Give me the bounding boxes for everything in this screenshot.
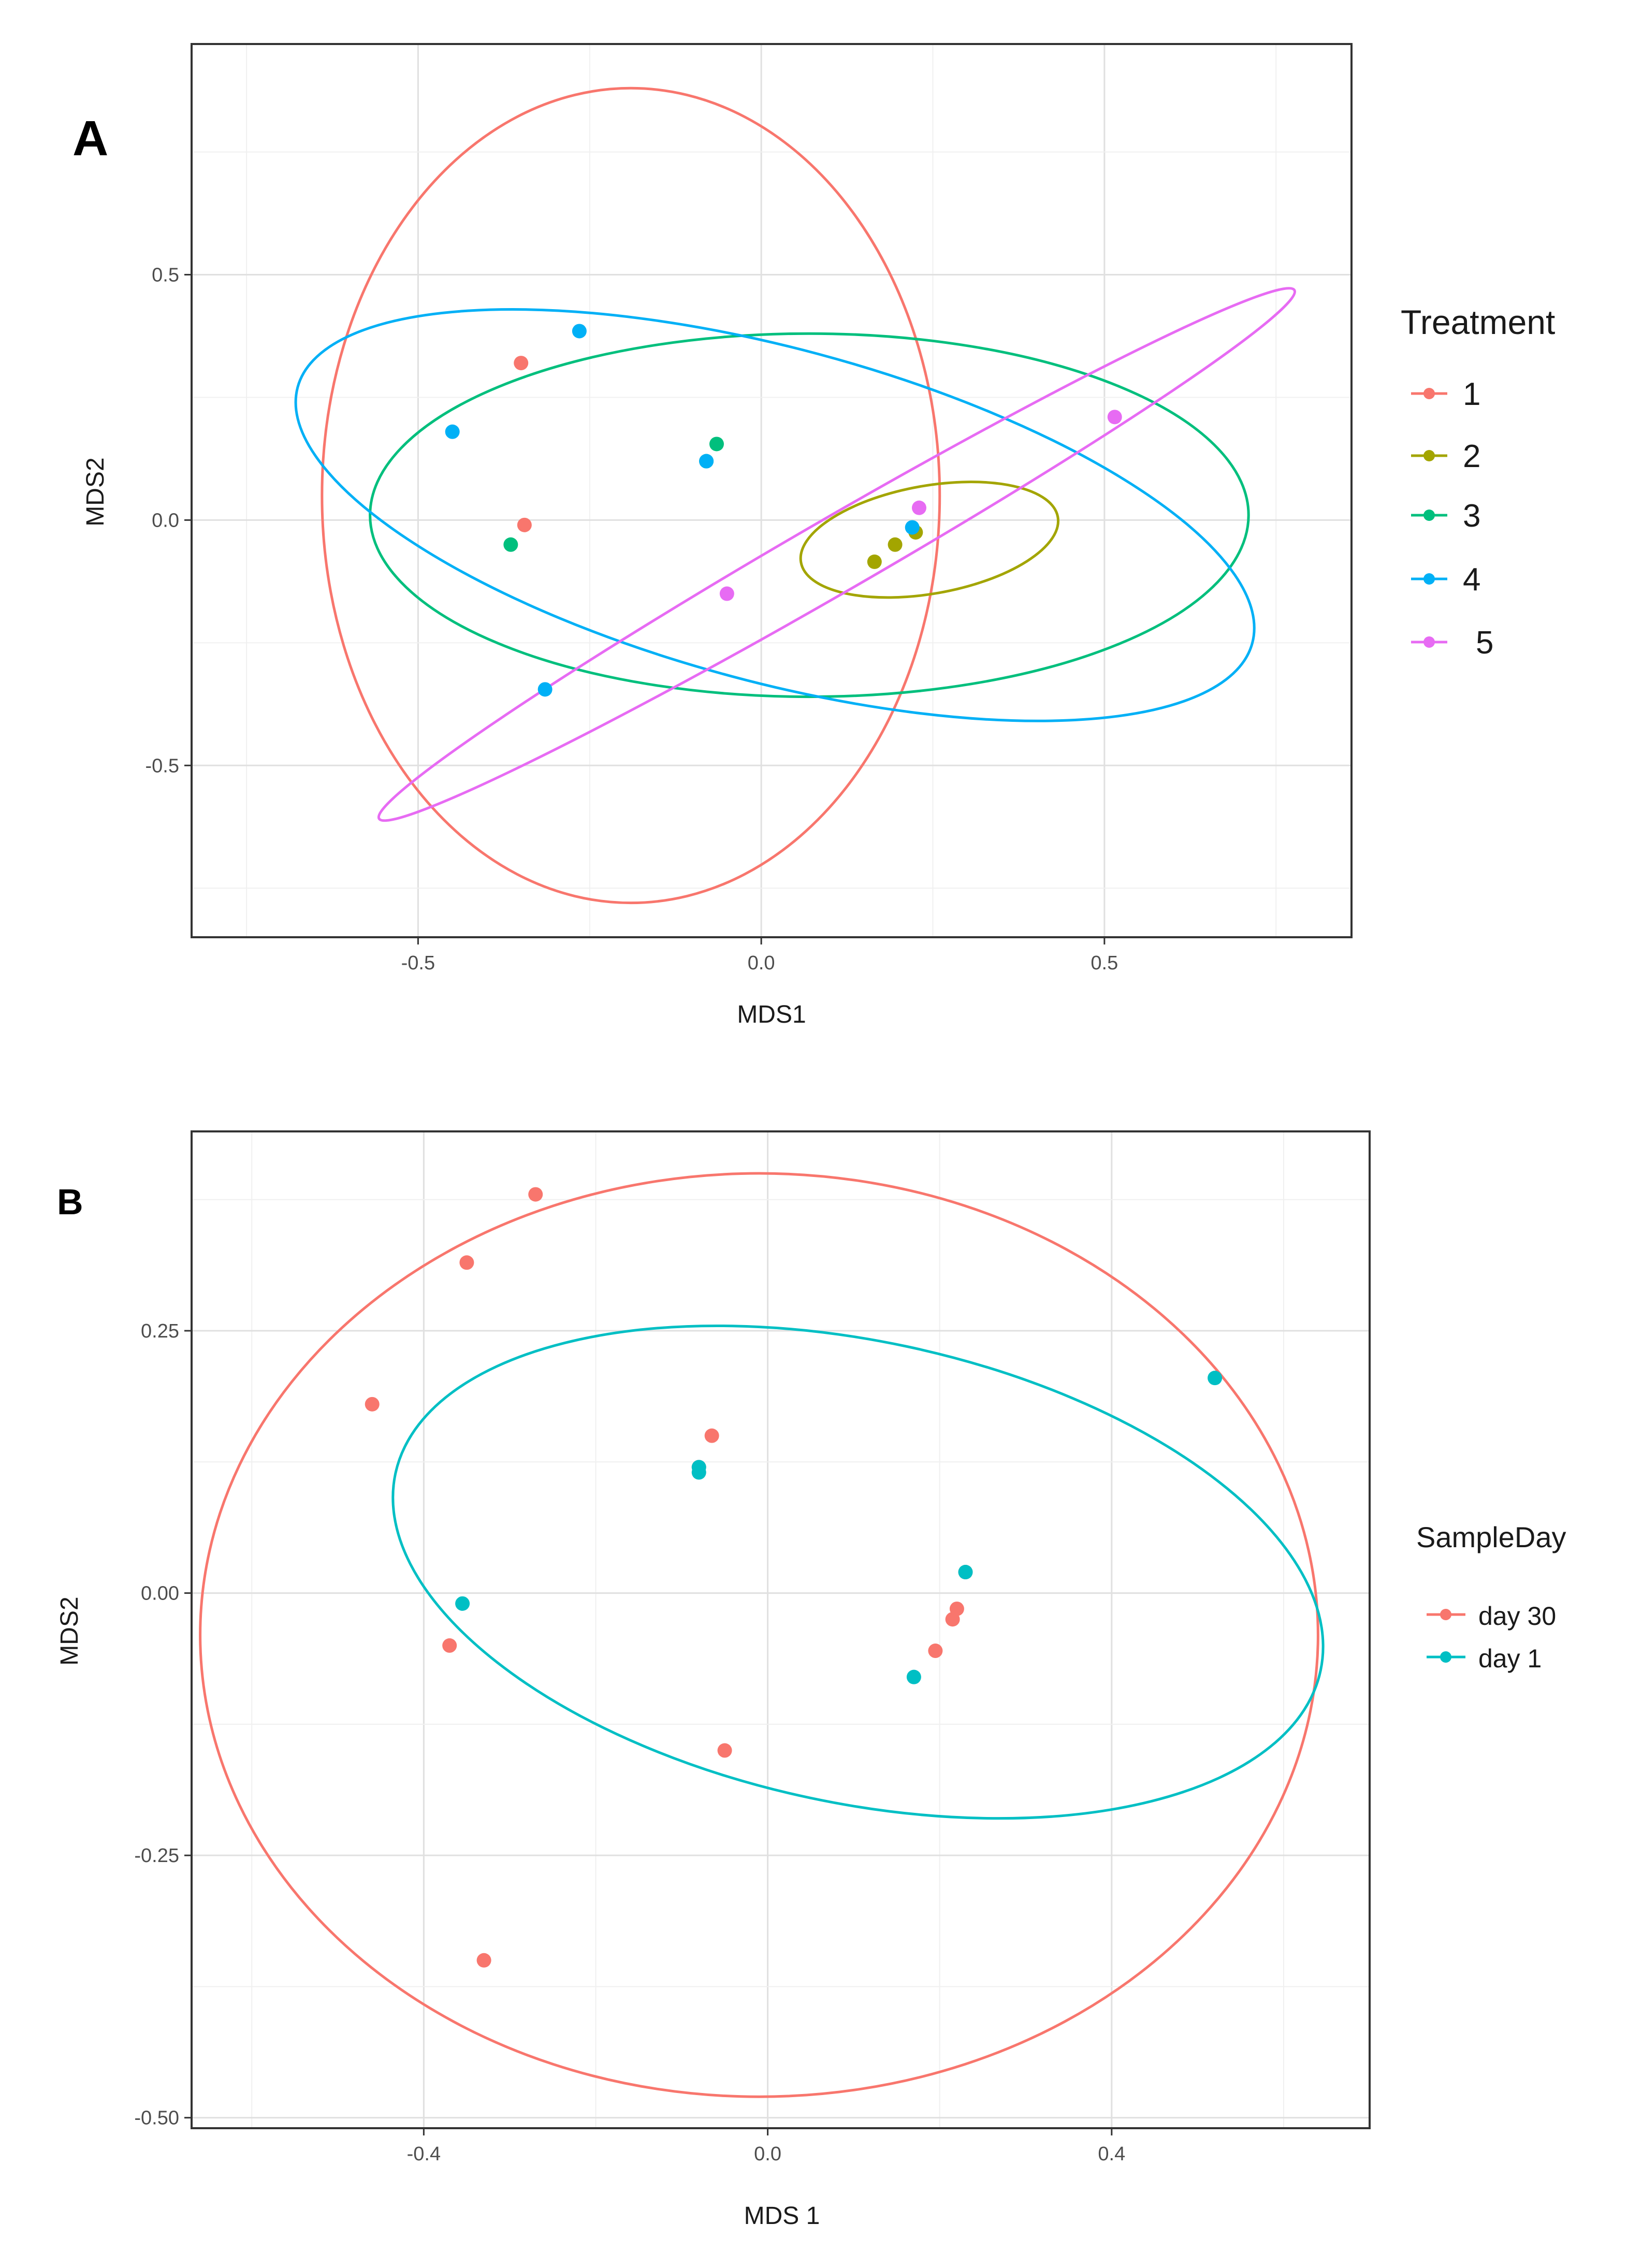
point-1-1 (517, 517, 532, 532)
panel-a-y-tick-label-2: 0.5 (152, 264, 179, 286)
point-2-1 (888, 537, 903, 552)
panel-b-y-tick-label-2: -0.25 (134, 1845, 179, 1867)
panel-b-label: B (57, 1182, 83, 1222)
legend-key-4: 4 (1411, 562, 1480, 598)
panel-b-y-tick-label-1: 0.00 (141, 1583, 179, 1605)
legend-key-2: 2 (1411, 439, 1480, 474)
point-2-0 (867, 554, 882, 569)
panel-a-x-axis: -0.5 0.0 0.5 MDS1 (401, 937, 1118, 1028)
panel-b-x-tick-label-0: -0.4 (407, 2143, 441, 2165)
panel-a-legend-title: Treatment (1401, 303, 1555, 341)
legend-label-1: 1 (1463, 376, 1480, 412)
panel-b-legend: SampleDay day 30 day 1 (1416, 1521, 1566, 1673)
legend-label-4: 4 (1463, 562, 1480, 598)
panel-b-x-axis-title: MDS 1 (744, 2202, 820, 2230)
point-3-1 (709, 437, 724, 452)
panel-b-plot-area (191, 1130, 1371, 2129)
legend-key-day-1-dot (1440, 1651, 1451, 1663)
legend-key-3: 3 (1411, 498, 1480, 534)
point-4-4 (905, 520, 920, 535)
legend-key-1: 1 (1411, 376, 1480, 412)
legend-key-5: 5 (1411, 625, 1493, 661)
point-5-0 (1107, 410, 1122, 425)
panel-b-y-axis-title: MDS2 (56, 1596, 83, 1665)
point-day-30-1 (459, 1255, 474, 1270)
panel-a-x-axis-title: MDS1 (737, 1001, 806, 1028)
panel-a-ellipses (294, 86, 1296, 905)
confidence-ellipse-3 (369, 332, 1250, 699)
point-day-30-10 (949, 1601, 964, 1616)
point-4-3 (699, 454, 714, 469)
panel-a-y-axis: -0.5 0.0 0.5 MDS2 (82, 264, 192, 777)
panel-a-x-tick-label-1: 0.0 (748, 952, 775, 974)
point-day-30-7 (476, 1953, 491, 1968)
legend-label-day-30: day 30 (1478, 1602, 1556, 1631)
panel-b-x-axis: -0.4 0.0 0.4 MDS 1 (407, 2128, 1125, 2230)
legend-key-4-dot (1423, 573, 1435, 585)
panel-b-y-tick-label-3: -0.50 (134, 2107, 179, 2129)
point-day-1-3 (906, 1669, 921, 1684)
legend-label-3: 3 (1463, 498, 1480, 534)
panel-a-plot-background (192, 44, 1352, 937)
panel-a-points (445, 324, 1122, 697)
panel-b-points (365, 1187, 1223, 1968)
confidence-ellipse-1 (321, 86, 941, 905)
panel-a: A -0.5 0.0 0.5 MDS1 -0.5 0.0 0.5 MDS2 (72, 43, 1555, 1028)
panel-a-y-tick-label-0: -0.5 (146, 755, 179, 777)
point-day-30-8 (928, 1644, 943, 1659)
legend-key-2-dot (1423, 450, 1435, 461)
point-day-30-2 (365, 1397, 380, 1412)
panel-a-border (191, 43, 1353, 938)
point-day-1-5 (1208, 1371, 1223, 1386)
legend-key-3-dot (1423, 510, 1435, 521)
point-4-2 (537, 682, 553, 697)
point-day-30-5 (442, 1638, 457, 1653)
panel-a-label: A (72, 111, 108, 166)
panel-b-border (191, 1130, 1371, 2129)
confidence-ellipse-2 (799, 481, 1060, 599)
point-day-1-0 (455, 1596, 470, 1611)
legend-key-5-dot (1423, 636, 1435, 648)
point-5-1 (911, 500, 926, 515)
panel-b: B -0.4 0.0 0.4 MDS 1 0.25 0.00 -0.25 -0. (56, 1130, 1566, 2230)
legend-label-5: 5 (1476, 625, 1493, 661)
panel-b-plot-background (192, 1131, 1370, 2128)
confidence-ellipse-day-1 (391, 1324, 1325, 1820)
panel-b-grid (192, 1131, 1370, 2128)
panel-b-y-tick-label-0: 0.25 (141, 1320, 179, 1342)
point-day-30-6 (717, 1743, 732, 1758)
legend-label-day-1: day 1 (1478, 1644, 1542, 1673)
point-day-1-2 (691, 1465, 706, 1480)
point-4-1 (445, 424, 460, 439)
point-day-30-3 (704, 1428, 719, 1443)
legend-label-2: 2 (1463, 439, 1480, 474)
point-1-0 (514, 356, 529, 371)
panel-b-ellipses (199, 1172, 1325, 2098)
panel-a-x-tick-label-0: -0.5 (401, 952, 435, 974)
confidence-ellipse-5 (377, 287, 1296, 822)
panel-b-x-tick-label-1: 0.0 (754, 2143, 781, 2165)
panel-a-plot-area (191, 43, 1353, 938)
legend-key-day-30: day 30 (1427, 1602, 1556, 1631)
legend-key-day-1: day 1 (1427, 1644, 1542, 1673)
legend-key-day-30-dot (1440, 1609, 1451, 1620)
panel-a-grid (192, 44, 1352, 937)
legend-key-1-dot (1423, 388, 1435, 399)
panel-a-y-tick-label-1: 0.0 (152, 510, 179, 531)
point-4-0 (572, 324, 587, 339)
panel-a-y-axis-title: MDS2 (82, 457, 109, 526)
panel-a-x-tick-label-2: 0.5 (1091, 952, 1118, 974)
panel-a-legend: Treatment 1 2 3 4 (1401, 303, 1555, 661)
point-day-1-4 (958, 1565, 973, 1580)
point-day-30-0 (528, 1187, 543, 1202)
panel-b-x-tick-label-2: 0.4 (1098, 2143, 1125, 2165)
panel-b-legend-title: SampleDay (1416, 1521, 1566, 1553)
panel-b-y-axis: 0.25 0.00 -0.25 -0.50 MDS2 (56, 1320, 192, 2129)
confidence-ellipse-4 (294, 308, 1256, 722)
point-3-0 (503, 537, 518, 552)
confidence-ellipse-day-30 (199, 1172, 1319, 2098)
point-5-2 (719, 586, 734, 601)
